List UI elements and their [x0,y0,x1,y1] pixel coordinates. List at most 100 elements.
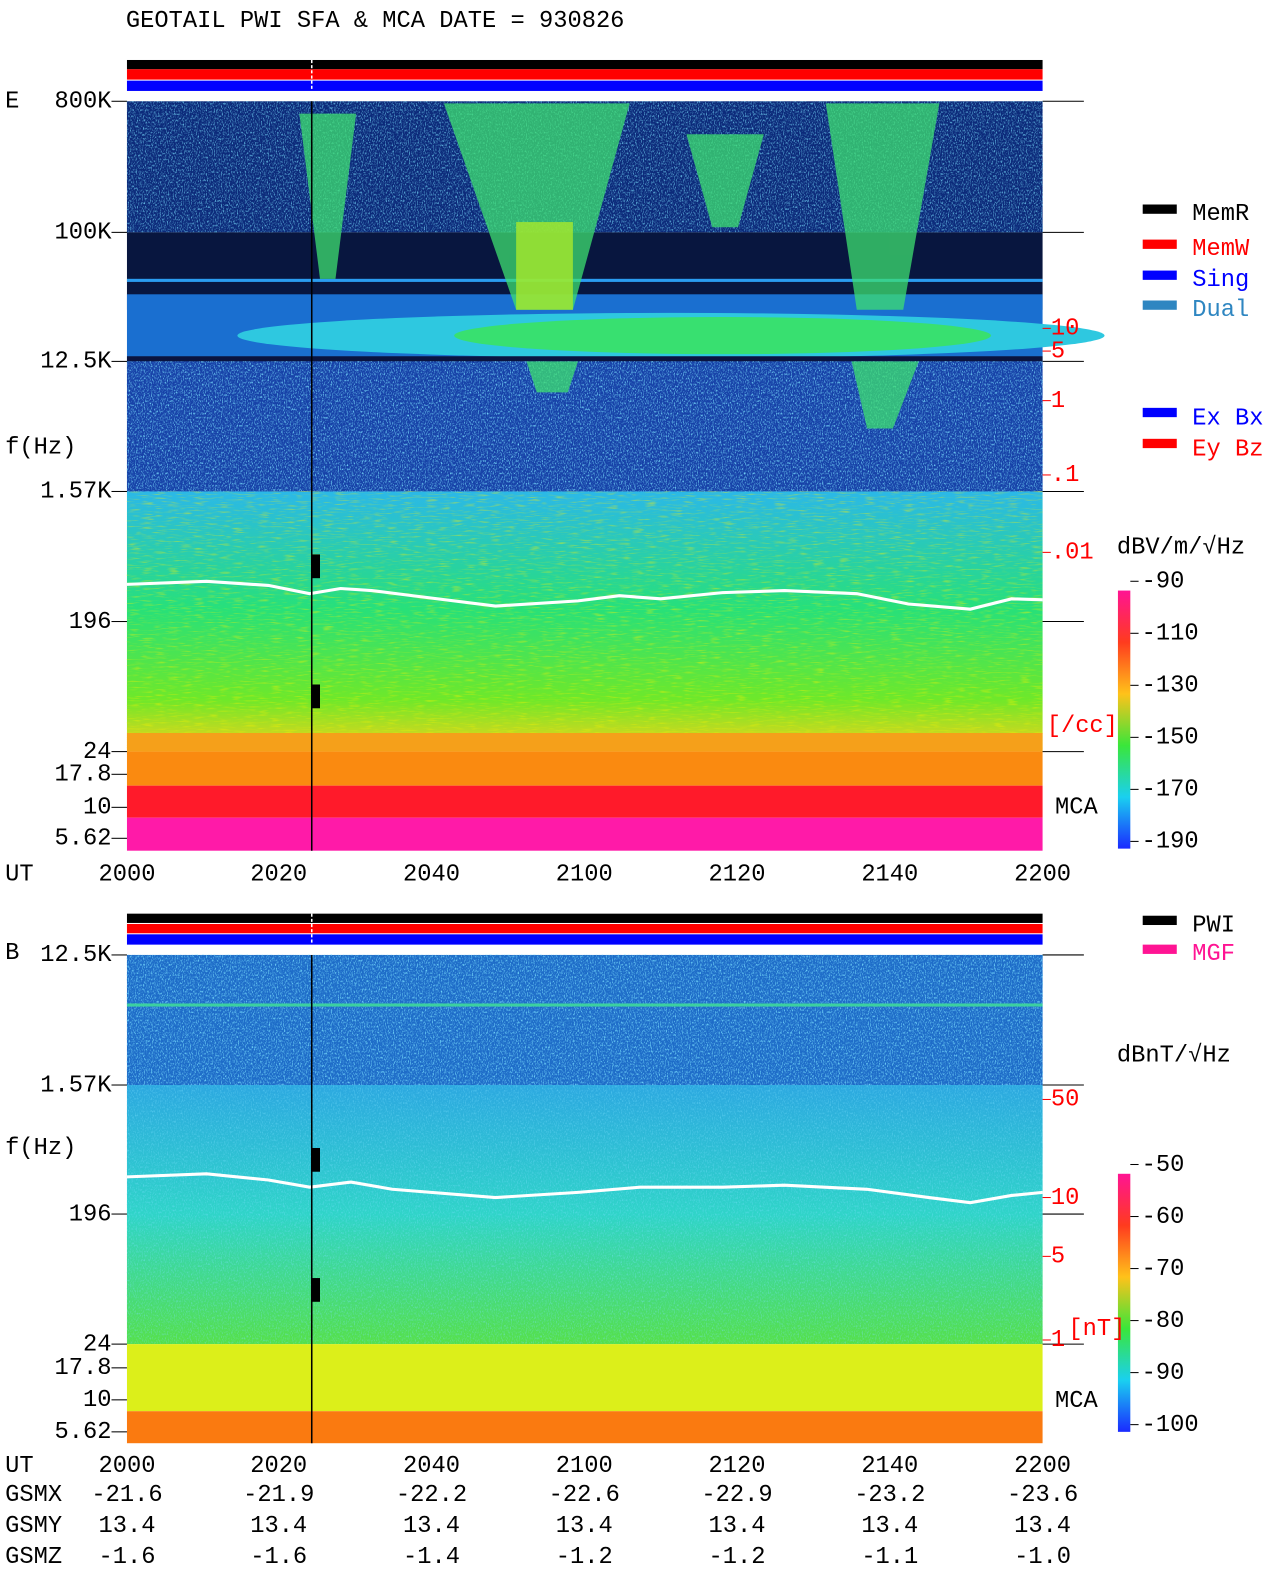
x-tick-label: 2000 [98,862,155,889]
legend-label: Ex Bx [1192,405,1263,432]
colorbar-tick-label: -100 [1142,1412,1199,1439]
x-tick-label: 2200 [1014,862,1071,889]
colorbar-tick-label: -90 [1142,1360,1185,1387]
legend-swatch [1142,407,1177,418]
orbit-value: 13.4 [403,1513,460,1540]
x-tick-label: 2120 [709,1453,766,1480]
y-tick-label: 5.62 [54,826,111,853]
x-tick-label: 2100 [556,1453,613,1480]
orbit-value: 13.4 [709,1513,766,1540]
x-tick-label: 2140 [861,862,918,889]
orbit-value: -22.6 [549,1482,620,1509]
y-tick-label: 24 [83,739,112,766]
legend-swatch [1142,204,1177,214]
e-spectrogram [126,101,1105,851]
y-tick-label: 100K [54,220,112,247]
orbit-value: -1.2 [709,1544,766,1571]
density-unit: [nT] [1068,1316,1125,1343]
x-axis-label: UT [5,1453,34,1480]
colorbar-tick-label: -50 [1142,1152,1185,1179]
y-axis-label: f(Hz) [5,434,76,461]
orbit-value: 13.4 [556,1513,613,1540]
density-tick-label: 10 [1051,1185,1080,1212]
orbit-label: GSMY [5,1513,62,1540]
orbit-label: GSMX [5,1482,62,1509]
density-unit: [/cc] [1047,713,1118,740]
orbit-value: -1.1 [861,1544,918,1571]
colorbar-tick-label: -70 [1142,1256,1185,1283]
legend-label: Dual [1192,297,1249,324]
density-tick-label: 50 [1051,1087,1080,1114]
legend-swatch [1142,270,1177,280]
mca-label: MCA [1055,1388,1098,1415]
orbit-value: 13.4 [98,1513,155,1540]
y-tick-label: 1.57K [40,1072,112,1099]
legend-label: MemW [1192,236,1250,263]
legend-swatch [1142,300,1177,310]
orbit-value: -1.0 [1014,1544,1071,1571]
y-tick-label: 17.8 [54,762,111,789]
x-tick-label: 2140 [861,1453,918,1480]
x-tick-label: 2020 [250,1453,307,1480]
y-tick-label: 5.62 [54,1419,111,1446]
orbit-value: -23.6 [1007,1482,1078,1509]
legend-swatch [1142,915,1177,926]
y-axis-label: f(Hz) [5,1135,76,1162]
orbit-value: -1.6 [250,1544,307,1571]
x-tick-label: 2120 [709,862,766,889]
orbit-value: 13.4 [861,1513,918,1540]
colorbar-tick-label: -60 [1142,1204,1185,1231]
density-tick-label: .01 [1051,540,1094,567]
legend-label: MemR [1192,201,1249,228]
b-spectrogram [126,954,1043,1444]
status-bars [126,59,1131,1444]
x-tick-label: 2200 [1014,1453,1071,1480]
x-axis-label: UT [5,862,34,889]
x-tick-label: 2100 [556,862,613,889]
legend-label: Ey Bz [1192,436,1263,463]
orbit-value: 13.4 [250,1513,307,1540]
density-tick-label: 1 [1051,1327,1065,1354]
y-tick-label: 196 [69,609,112,636]
colorbar-tick-label: -80 [1142,1308,1185,1335]
component-label: E [5,89,19,116]
y-tick-label: 12.5K [40,349,112,376]
density-tick-label: 1 [1051,388,1065,415]
colorbar-tick-label: -110 [1142,621,1199,648]
legend-label: PWI [1192,912,1235,939]
y-tick-label: 1.57K [40,479,112,506]
y-tick-label: 12.5K [40,942,112,969]
orbit-value: -23.2 [854,1482,925,1509]
orbit-value: -22.2 [396,1482,467,1509]
density-tick-label: .1 [1051,462,1080,489]
y-tick-label: 196 [69,1201,112,1228]
density-tick-label: 10 [1051,316,1080,343]
y-tick-label: 800K [54,89,112,116]
mca-label: MCA [1055,795,1098,822]
legend-label: Sing [1192,267,1249,294]
orbit-value: -1.2 [556,1544,613,1571]
colorbar-tick-label: -130 [1142,673,1199,700]
orbit-value: -21.9 [243,1482,314,1509]
y-tick-label: 17.8 [54,1355,111,1382]
colorbar-label: dBnT/√Hz [1117,1042,1231,1069]
orbit-label: GSMZ [5,1544,62,1571]
orbit-value: -22.9 [701,1482,772,1509]
colorbar-tick-label: -90 [1142,569,1185,596]
colorbar-tick-label: -170 [1142,777,1199,804]
x-tick-label: 2040 [403,1453,460,1480]
legend-swatch [1142,438,1177,449]
legend-swatch [1142,944,1177,954]
density-tick-label: 5 [1051,1244,1065,1271]
y-tick-label: 10 [83,1387,112,1414]
colorbar-tick-label: -150 [1142,725,1199,752]
orbit-value: 13.4 [1014,1513,1071,1540]
x-tick-label: 2040 [403,862,460,889]
orbit-value: -21.6 [91,1482,162,1509]
x-tick-label: 2000 [98,1453,155,1480]
legend-swatch [1142,239,1177,249]
colorbar-tick-label: -190 [1142,829,1199,856]
legend-label: MGF [1192,941,1235,968]
component-label: B [5,940,19,967]
